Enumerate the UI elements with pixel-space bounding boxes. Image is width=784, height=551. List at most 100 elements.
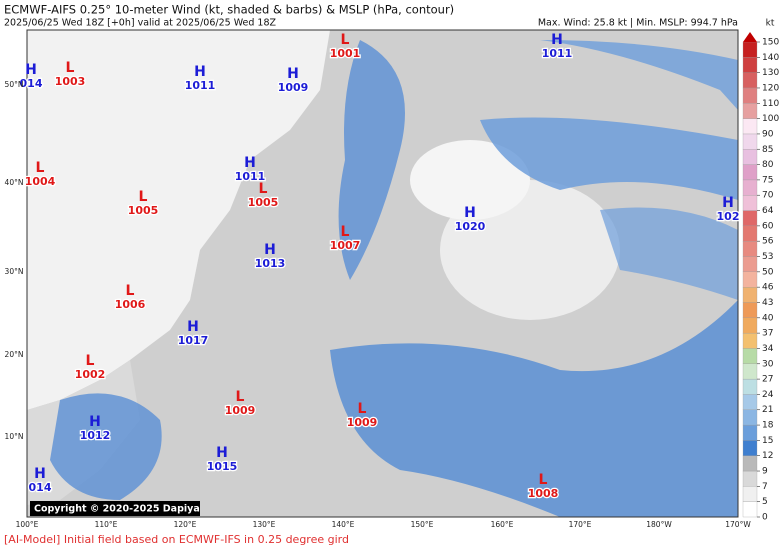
center-symbol: H (464, 205, 476, 221)
lon-label: 140°E (332, 520, 355, 529)
colorbar-label: 60 (762, 221, 774, 231)
copyright-box (30, 501, 200, 516)
center-value: 1008 (528, 487, 559, 500)
center-value: 1005 (128, 204, 159, 217)
copyright: Copyright © 2020-2025 Dapiya (34, 504, 200, 515)
colorbar-segment (742, 363, 758, 380)
pressure-centers: H014L1003H1011H1009L1001H1011L1004H1011L… (18, 32, 740, 501)
colorbar-segment (742, 118, 758, 135)
center-symbol: H (89, 414, 101, 430)
center-value: 1017 (178, 334, 209, 347)
land (27, 30, 330, 410)
colorbar: 0 5 7 9 12 15 18 21 24 27 30 34 37 40 43 46 50 53 56 60 64 70… (742, 19, 779, 523)
colorbar-label: 70 (762, 191, 774, 201)
lat-label: 40°N (5, 178, 24, 187)
colorbar-segment (742, 41, 758, 58)
colorbar-segment (742, 317, 758, 334)
colorbar-label: 110 (762, 99, 779, 109)
colorbar-label: 0 (762, 513, 768, 523)
center-symbol: H (264, 242, 276, 258)
colorbar-segment (742, 302, 758, 318)
colorbar-label: 5 (762, 497, 768, 507)
center-value: 1006 (115, 298, 146, 311)
lon-label: 170°E (569, 520, 592, 529)
map-frame (26, 29, 739, 518)
center-symbol: H (244, 155, 256, 171)
colorbar-label: 100 (762, 114, 779, 124)
colorbar-label: 75 (762, 175, 773, 185)
colorbar-label: 15 (762, 436, 773, 446)
colorbar-label: 53 (762, 252, 773, 262)
lon-label: 110°E (95, 520, 118, 529)
colorbar-segment (742, 57, 758, 73)
center-symbol: L (259, 181, 268, 197)
map: Copyright © 2020-2025 Dapiya (26, 29, 739, 518)
colorbar-segment (742, 394, 758, 410)
colorbar-label: 46 (762, 283, 774, 293)
colorbar-label: 24 (762, 390, 774, 400)
center-value: 1009 (225, 404, 256, 417)
colorbar-label: 120 (762, 83, 779, 93)
colorbar-segment (742, 256, 758, 272)
lon-label: 170°W (725, 520, 751, 529)
colorbar-segment (742, 241, 758, 257)
center-value: 1005 (248, 196, 279, 209)
wind-area (480, 117, 738, 200)
lat-label: 10°N (5, 432, 24, 441)
center-value: 1003 (55, 75, 86, 88)
colorbar-label: 140 (762, 53, 779, 63)
colorbar-label: 34 (762, 344, 774, 354)
colorbar-label: 9 (762, 467, 768, 477)
center-value: 1020 (455, 220, 486, 233)
colorbar-label: 90 (762, 129, 774, 139)
colorbar-segment (742, 424, 758, 441)
colorbar-label: 130 (762, 68, 779, 78)
lat-label: 30°N (5, 267, 24, 276)
lat-label: 50°N (5, 80, 24, 89)
center-symbol: H (551, 32, 563, 48)
lon-label: 100°E (16, 520, 39, 529)
lon-label: 150°E (411, 520, 434, 529)
colorbar-segment (742, 103, 758, 119)
stats: Max. Wind: 25.8 kt | Min. MSLP: 994.7 hP… (538, 18, 738, 29)
axis-labels: 100°E 110°E 120°E 130°E 140°E 150°E 160°E 170°E… (5, 80, 752, 529)
center-value: 1011 (542, 47, 573, 60)
colorbar-segment (742, 210, 758, 227)
center-symbol: H (722, 195, 734, 211)
center-symbol: H (187, 319, 199, 335)
center-symbol: L (236, 389, 245, 405)
wind-area (330, 300, 738, 517)
colorbar-segment (742, 348, 758, 364)
center-value: 1015 (207, 460, 238, 473)
center-symbol: H (194, 64, 206, 80)
colorbar-label: 64 (762, 206, 774, 216)
center-symbol: L (126, 283, 135, 299)
colorbar-segment (742, 501, 758, 518)
center-value: 1001 (330, 47, 361, 60)
colorbar-label: 12 (762, 451, 773, 461)
colorbar-label: 56 (762, 237, 774, 247)
colorbar-segment (742, 486, 758, 502)
subtitle: 2025/06/25 Wed 18Z [+0h] valid at 2025/0… (4, 18, 277, 29)
colorbar-segment (742, 149, 758, 165)
colorbar-segment (742, 133, 758, 150)
colorbar-label: 18 (762, 421, 774, 431)
calm-area (410, 140, 530, 220)
colorbar-label: 80 (762, 160, 774, 170)
colorbar-segment (742, 287, 758, 303)
center-symbol: H (34, 466, 46, 482)
center-value: 014 (29, 481, 52, 494)
center-value: 014 (20, 77, 43, 90)
center-symbol: L (66, 60, 75, 76)
colorbar-label: 40 (762, 313, 774, 323)
colorbar-unit: kt (766, 19, 775, 29)
center-symbol: H (25, 62, 37, 78)
colorbar-label: 7 (762, 482, 768, 492)
wind-area (50, 393, 162, 500)
center-value: 1004 (25, 175, 56, 188)
center-symbol: H (287, 66, 299, 82)
colorbar-label: 27 (762, 375, 773, 385)
center-symbol: L (341, 224, 350, 240)
colorbar-segment (742, 87, 758, 104)
